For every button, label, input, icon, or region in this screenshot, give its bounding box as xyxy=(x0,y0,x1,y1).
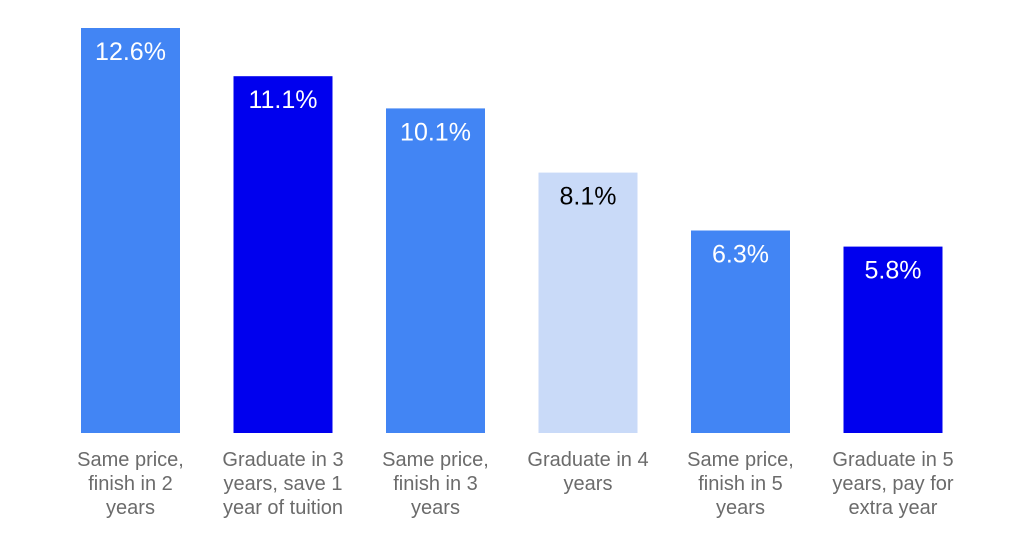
category-label-line: year of tuition xyxy=(223,497,343,519)
category-label-line: finish in 3 xyxy=(393,473,478,495)
bar-1 xyxy=(81,28,180,433)
category-label-1: Same price, finish in 2 years xyxy=(77,449,184,519)
bar-value-label-2: 11.1% xyxy=(248,86,317,114)
category-label-line: Same price, xyxy=(77,449,184,471)
bar-5 xyxy=(691,230,790,433)
category-label-line: Graduate in 5 xyxy=(832,449,953,471)
bar-value-label-3: 10.1% xyxy=(400,118,471,146)
category-label-line: years xyxy=(716,497,765,519)
category-label-6: Graduate in 5 years, pay for extra year xyxy=(832,449,954,519)
category-label-line: finish in 5 xyxy=(698,473,783,495)
category-label-4: Graduate in 4 years xyxy=(527,449,648,495)
bar-value-label-6: 5.8% xyxy=(865,257,922,285)
category-label-line: years, pay for xyxy=(832,473,954,495)
category-label-line: years xyxy=(411,497,460,519)
bar-value-label-1: 12.6% xyxy=(95,38,166,66)
bar-value-label-5: 6.3% xyxy=(712,241,769,269)
category-label-3: Same price, finish in 3 years xyxy=(382,449,489,519)
value-labels-group: 12.6% 11.1% 10.1% 8.1% 6.3% 5.8% xyxy=(95,38,921,285)
bar-6 xyxy=(843,246,943,433)
bar-value-label-4: 8.1% xyxy=(560,183,617,211)
category-label-line: years xyxy=(106,497,155,519)
category-label-line: years xyxy=(564,473,613,495)
category-label-5: Same price, finish in 5 years xyxy=(687,449,794,519)
category-label-line: Same price, xyxy=(382,449,489,471)
category-label-line: Same price, xyxy=(687,449,794,471)
category-label-line: Graduate in 3 xyxy=(222,449,343,471)
category-label-line: extra year xyxy=(849,497,938,519)
bar-2 xyxy=(233,76,333,433)
category-label-line: finish in 2 xyxy=(88,473,173,495)
category-label-line: years, save 1 xyxy=(224,473,343,495)
bars-group xyxy=(81,28,943,434)
bar-3 xyxy=(386,108,485,434)
bar-4 xyxy=(538,172,638,433)
category-label-line: Graduate in 4 xyxy=(527,449,648,471)
category-label-2: Graduate in 3 years, save 1 year of tuitio… xyxy=(222,449,343,519)
